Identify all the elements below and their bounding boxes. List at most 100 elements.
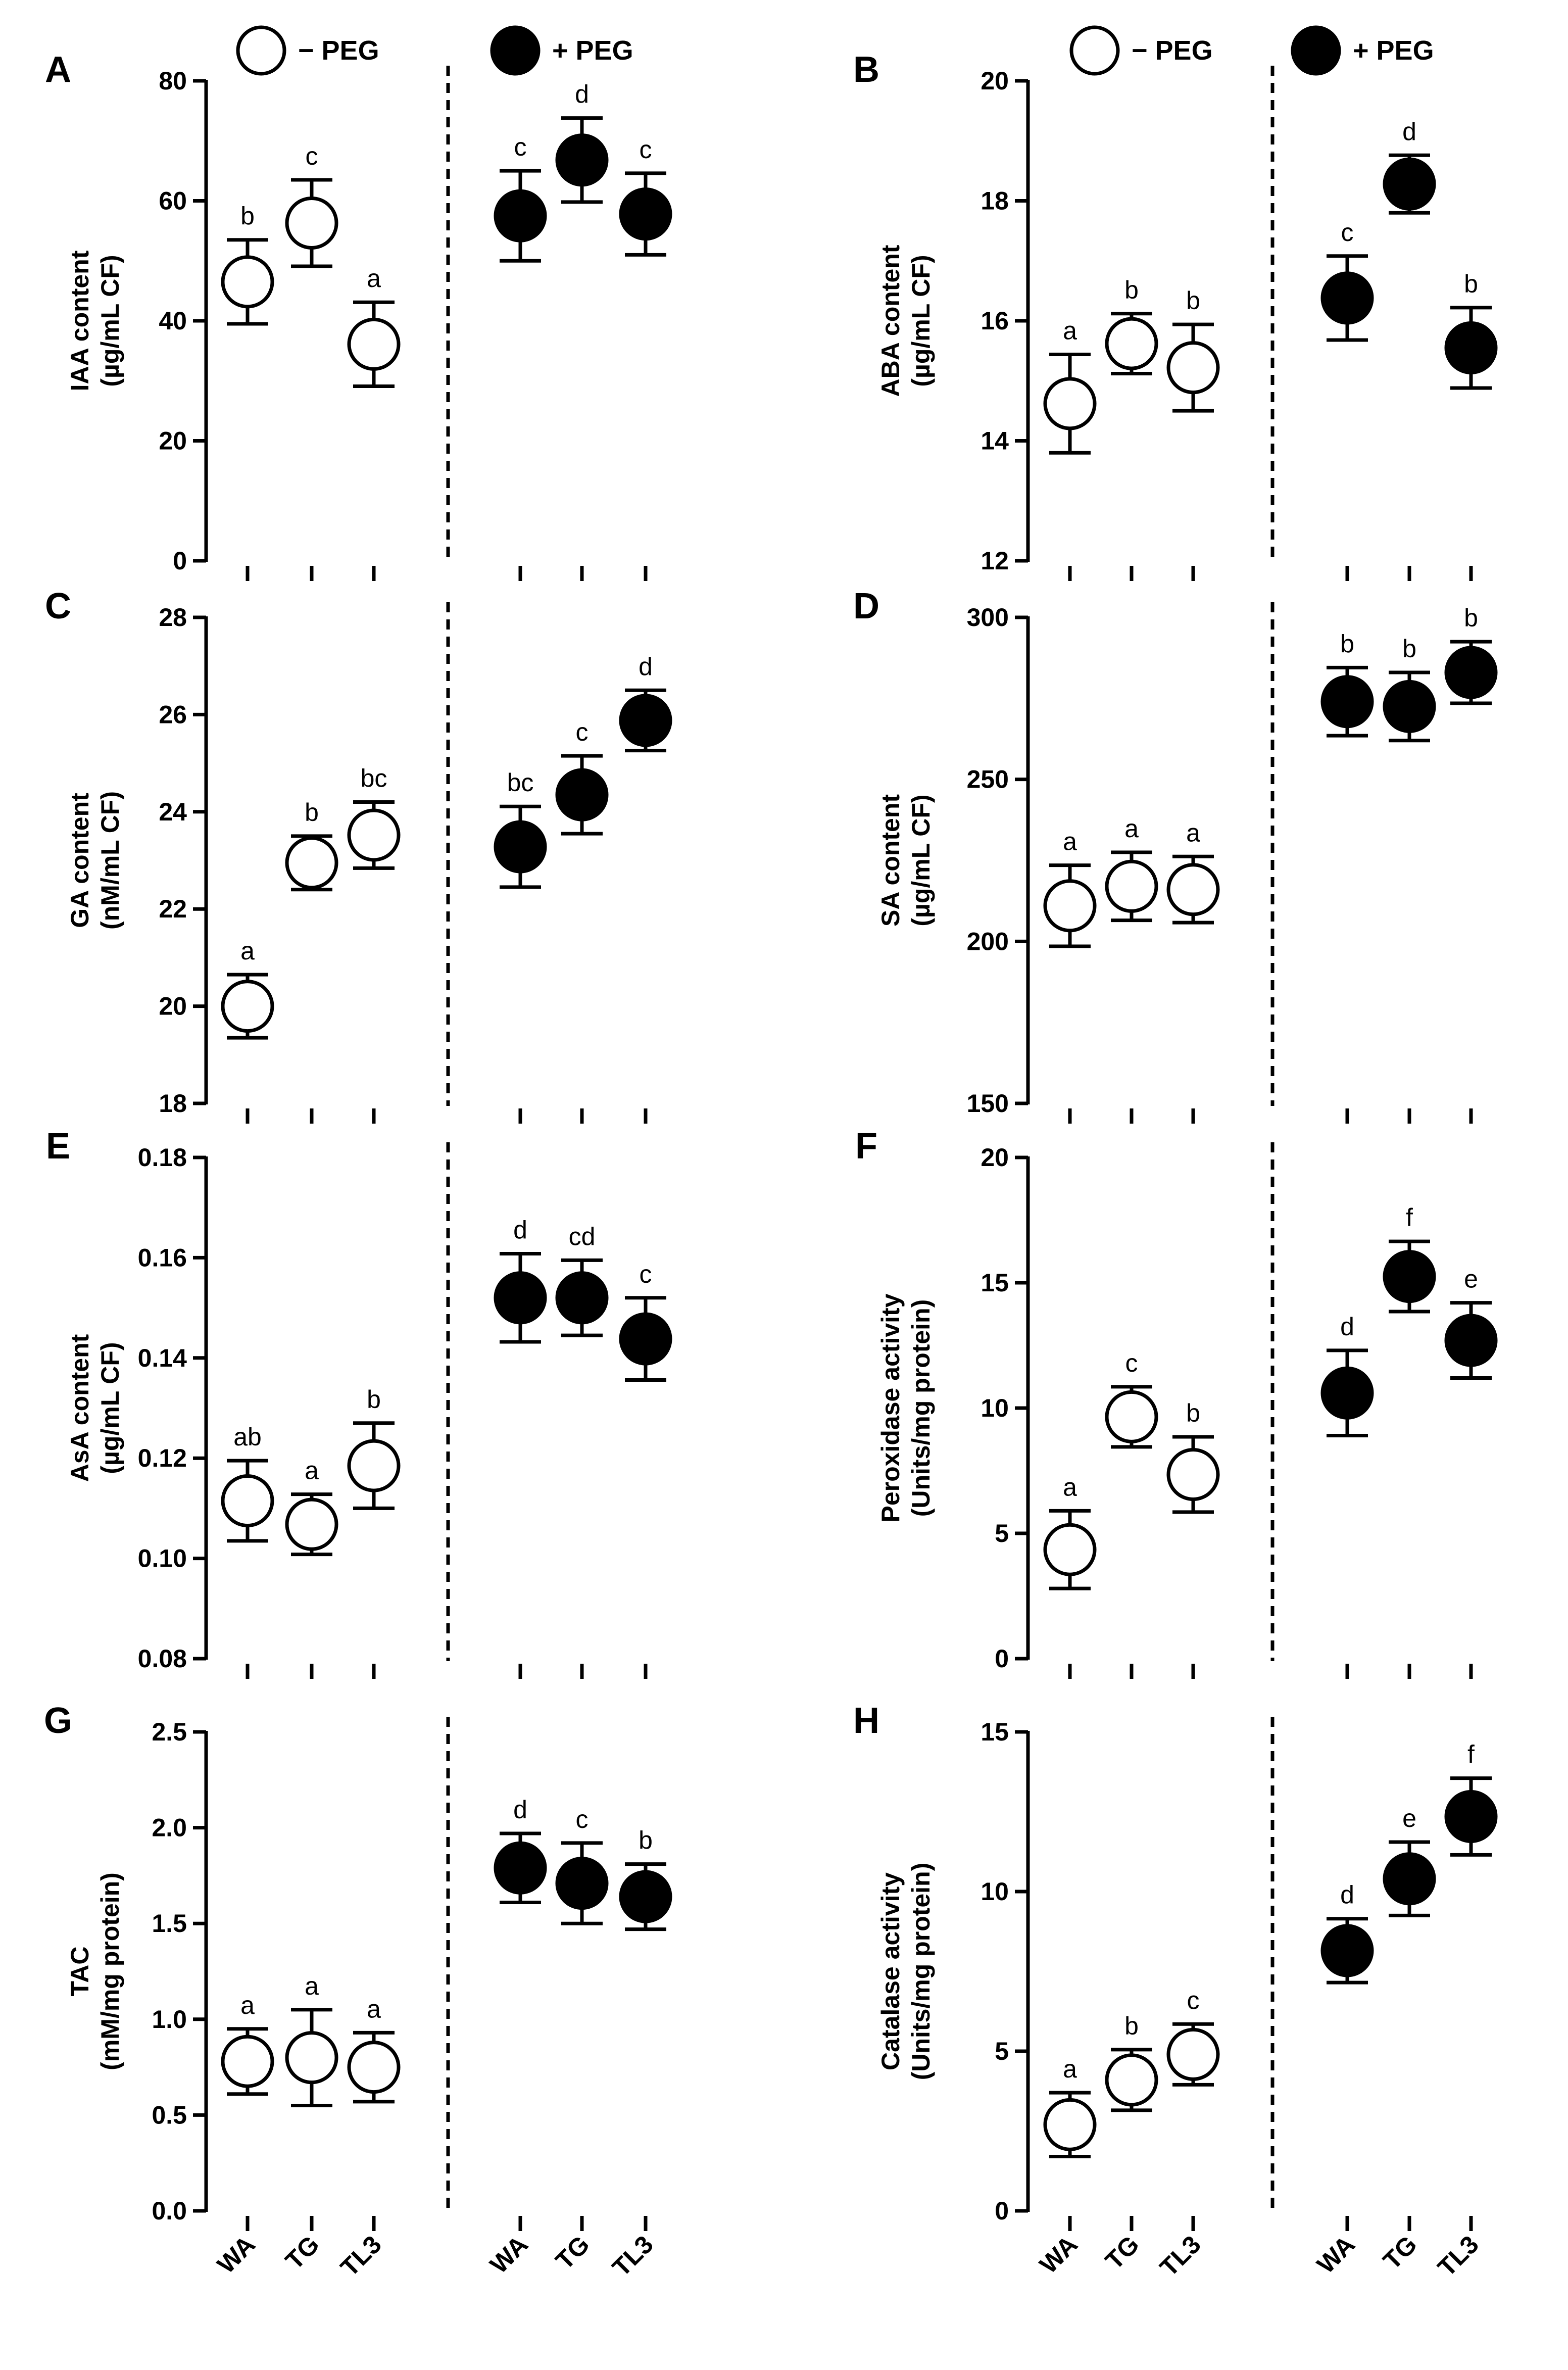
- data-point-plus-peg: [555, 1271, 609, 1325]
- data-point-minus-peg: [347, 808, 401, 862]
- y-tick-label: 0: [995, 2197, 1009, 2225]
- significance-letter: b: [639, 1826, 653, 1855]
- data-point-plus-peg: [1320, 1924, 1374, 1977]
- significance-letter: b: [1186, 1399, 1200, 1427]
- y-tick-label: 12: [981, 547, 1009, 575]
- y-axis-title-line: (Units/mg protein): [907, 1299, 935, 1517]
- y-axis-title-line: GA content: [66, 793, 94, 928]
- panel-f: F 0 5 10 15 20 Peroxidase activity (Units/mg pr…: [855, 1126, 1498, 1679]
- data-point-minus-peg: [1105, 1390, 1158, 1443]
- data-point-minus-peg: [285, 1497, 338, 1551]
- legend: − PEG + PEG: [1069, 25, 1434, 76]
- y-tick-label: 16: [981, 307, 1009, 335]
- panel-letter: F: [855, 1126, 877, 1167]
- x-category-label: TL3: [1432, 2230, 1484, 2282]
- y-axis-title-line: Catalase activity: [876, 1872, 905, 2070]
- y-tick-label: 20: [981, 1143, 1009, 1172]
- data-point-minus-peg: [1043, 2098, 1097, 2151]
- legend-marker-open: [1069, 25, 1120, 76]
- data-point-plus-peg: [494, 1271, 547, 1325]
- y-tick-label: 0.5: [152, 2101, 187, 2129]
- y-tick-label: 10: [981, 1877, 1009, 1906]
- significance-letter: d: [1340, 1881, 1354, 1909]
- data-point-minus-peg: [1166, 1447, 1220, 1501]
- y-tick-label: 2.0: [152, 1814, 187, 1842]
- data-point-plus-peg: [1320, 1366, 1374, 1420]
- significance-letter: d: [1402, 117, 1416, 146]
- significance-letter: b: [1186, 286, 1200, 315]
- data-point-minus-peg: [1105, 317, 1158, 370]
- data-point-plus-peg: [1320, 271, 1374, 325]
- y-tick-label: 60: [159, 187, 187, 215]
- significance-letter: d: [1340, 1313, 1354, 1341]
- y-tick-label: 20: [159, 427, 187, 455]
- y-axis-title: IAA content (µg/mL CF): [66, 250, 124, 391]
- y-tick-label: 14: [981, 427, 1009, 455]
- x-category-label: WA: [212, 2230, 261, 2279]
- significance-letter: b: [367, 1385, 381, 1414]
- y-tick-label: 18: [159, 1089, 187, 1118]
- data-point-plus-peg: [1444, 1789, 1498, 1843]
- data-point-minus-peg: [285, 836, 338, 890]
- y-tick-label: 5: [995, 2037, 1009, 2065]
- data-point-minus-peg: [221, 255, 274, 309]
- significance-letter: a: [367, 264, 381, 293]
- legend-marker-filled: [1291, 25, 1341, 76]
- x-category-label: TG: [1378, 2230, 1423, 2275]
- y-axis-title: GA content (nM/mL CF): [66, 791, 124, 930]
- significance-letter: a: [305, 1972, 319, 2000]
- panel-d: D 150 200 250 300 SA content (µg/mL CF) a a a b b b: [853, 586, 1498, 1124]
- significance-letter: a: [1186, 818, 1200, 847]
- data-point-plus-peg: [1383, 680, 1436, 733]
- significance-letter: bc: [361, 764, 387, 793]
- significance-letter: a: [1124, 814, 1139, 843]
- significance-letter: a: [1063, 2055, 1077, 2083]
- significance-letter: b: [1124, 276, 1139, 304]
- data-point-minus-peg: [1043, 879, 1097, 933]
- data-point-minus-peg: [221, 980, 274, 1033]
- y-axis-title-line: ABA content: [876, 245, 905, 397]
- y-axis-title-line: (µg/mL CF): [96, 1342, 124, 1474]
- significance-letter: b: [1340, 630, 1354, 658]
- data-point-plus-peg: [1383, 157, 1436, 211]
- y-tick-label: 0.18: [138, 1143, 187, 1172]
- data-point-plus-peg: [1320, 675, 1374, 729]
- y-axis-title: Peroxidase activity (Units/mg protein): [876, 1293, 935, 1522]
- data-point-minus-peg: [347, 317, 401, 371]
- panel-g: G 0.0 0.5 1.0 1.5 2.0 2.5 TAC (mM/mg protein) WA T…: [44, 1701, 672, 2282]
- panel-b: B 12 14 16 18 20 ABA content (µg/mL CF) a b b c d b: [853, 50, 1498, 581]
- y-tick-label: 0.12: [138, 1444, 187, 1472]
- panel-letter: C: [45, 586, 71, 626]
- y-axis-title-line: (Units/mg protein): [907, 1863, 935, 2081]
- data-point-minus-peg: [1166, 2027, 1220, 2081]
- y-tick-label: 0.0: [152, 2197, 187, 2225]
- significance-letter: b: [1464, 604, 1478, 632]
- panel-letter: G: [44, 1701, 72, 1741]
- significance-letter: a: [1063, 1473, 1077, 1501]
- data-point-plus-peg: [1383, 1250, 1436, 1303]
- data-point-plus-peg: [555, 1857, 609, 1910]
- y-tick-label: 0.10: [138, 1544, 187, 1573]
- significance-letter: b: [1124, 2012, 1139, 2040]
- significance-letter: a: [367, 1995, 381, 2023]
- data-point-minus-peg: [1166, 341, 1220, 395]
- data-point-minus-peg: [1105, 2053, 1158, 2107]
- y-tick-label: 20: [981, 67, 1009, 95]
- data-point-plus-peg: [1444, 321, 1498, 374]
- y-tick-label: 1.0: [152, 2005, 187, 2034]
- y-tick-label: 150: [967, 1089, 1009, 1118]
- x-category-label: TL3: [335, 2230, 386, 2282]
- y-axis-title-line: SA content: [876, 794, 905, 927]
- significance-letter: c: [640, 1260, 652, 1288]
- significance-letter: a: [240, 937, 255, 965]
- y-axis-title-line: (µg/mL CF): [96, 255, 124, 386]
- y-axis-title: SA content (µg/mL CF): [876, 794, 935, 927]
- y-tick-label: 0.08: [138, 1645, 187, 1673]
- legend-label-plus-peg: + PEG: [1353, 35, 1434, 66]
- significance-letter: c: [576, 1805, 589, 1833]
- y-tick-label: 80: [159, 67, 187, 95]
- legend-label-minus-peg: − PEG: [1132, 35, 1213, 66]
- significance-letter: a: [1063, 317, 1077, 345]
- y-axis-title: TAC (mM/mg protein): [66, 1872, 124, 2070]
